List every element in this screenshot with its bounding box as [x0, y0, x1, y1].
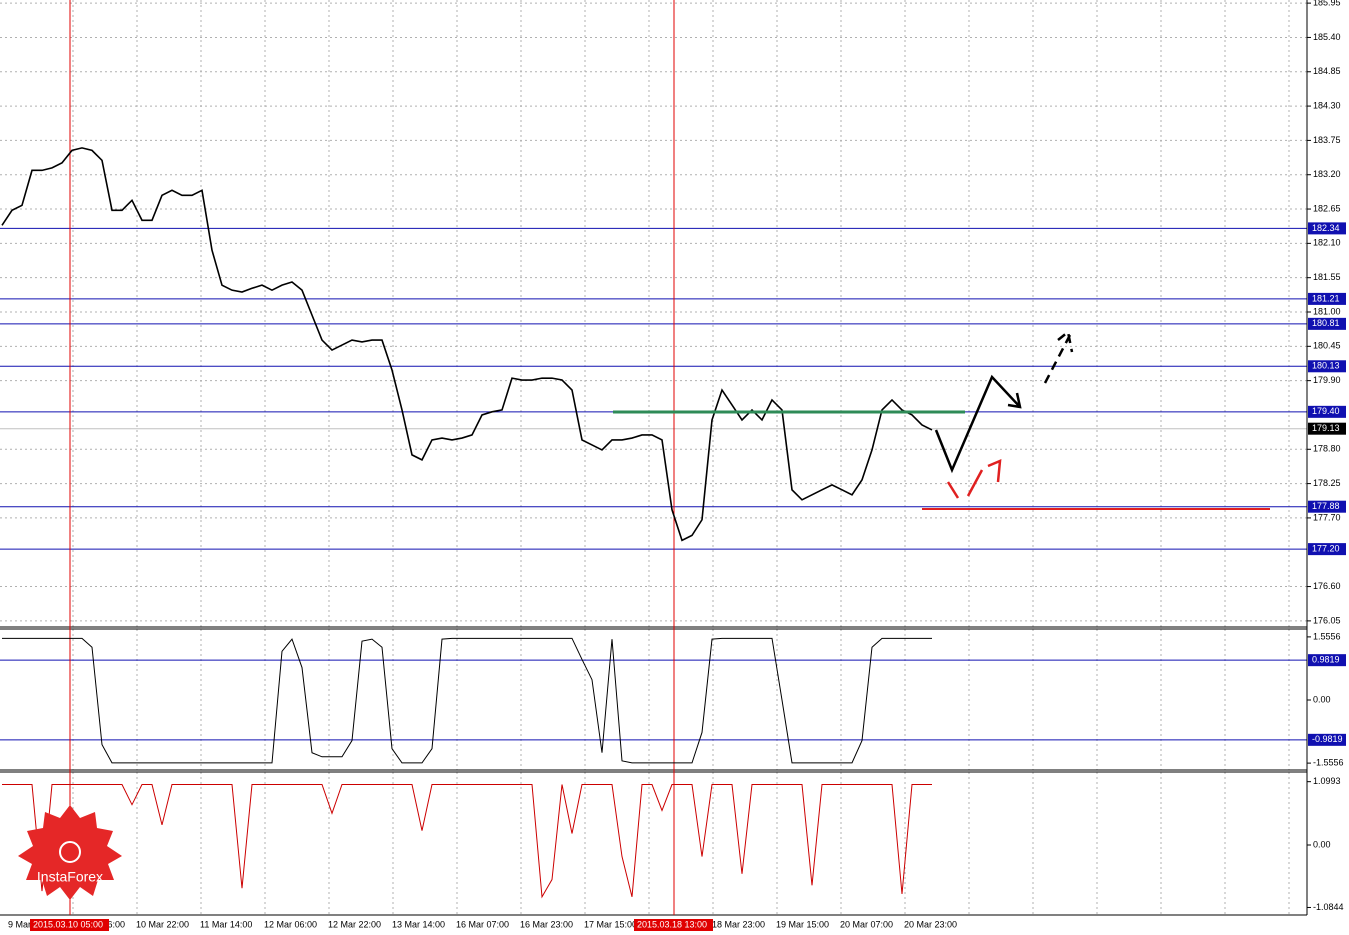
series-line — [2, 784, 932, 899]
x-tick-label: 10 Mar 22:00 — [136, 919, 189, 929]
y-tick-label: 183.20 — [1313, 169, 1341, 179]
marker-label-box — [634, 919, 713, 931]
level-label-box — [1308, 733, 1346, 746]
current-price-label: 179.13 — [1312, 423, 1340, 433]
forecast-arrow — [934, 374, 1022, 474]
level-label: 179.40 — [1312, 406, 1340, 416]
level-label: -0.9819 — [1312, 734, 1343, 744]
y-tick-label: 181.55 — [1313, 272, 1341, 282]
level-label-box — [1308, 405, 1346, 418]
x-tick-label: 16 Mar 23:00 — [520, 919, 573, 929]
y-tick-label: -1.5556 — [1313, 757, 1344, 767]
level-label-box — [1308, 222, 1346, 235]
level-label: 0.9819 — [1312, 655, 1340, 665]
y-tick-label: 176.05 — [1313, 615, 1341, 625]
level-label: 180.81 — [1312, 318, 1340, 328]
x-tick-label: 13 Mar 14:00 — [392, 919, 445, 929]
y-tick-label: 182.10 — [1313, 238, 1341, 248]
level-label: 177.20 — [1312, 543, 1340, 553]
y-tick-label: 176.60 — [1313, 581, 1341, 591]
y-tick-label: 184.30 — [1313, 100, 1341, 110]
x-tick-label: 16 Mar 07:00 — [456, 919, 509, 929]
level-label: 181.21 — [1312, 293, 1340, 303]
marker-label: 2015.03.10 05:00 — [33, 919, 103, 929]
series-line — [1, 147, 933, 542]
level-label: 177.88 — [1312, 501, 1340, 511]
y-tick-label: 177.70 — [1313, 512, 1341, 522]
x-tick-label: 19 Mar 15:00 — [776, 919, 829, 929]
y-tick-label: 183.75 — [1313, 135, 1341, 145]
marker-label-box — [30, 919, 109, 931]
level-label-box — [1308, 317, 1346, 330]
y-tick-label: 180.45 — [1313, 341, 1341, 351]
y-tick-label: 179.90 — [1313, 375, 1341, 385]
y-tick-label: 1.0993 — [1313, 776, 1341, 786]
y-tick-label: 178.25 — [1313, 478, 1341, 488]
level-label-box — [1308, 292, 1346, 305]
logo-badge — [18, 805, 122, 900]
logo: InstaForex — [18, 805, 122, 900]
y-tick-label: 185.40 — [1313, 32, 1341, 42]
x-tick-label: 12 Mar 22:00 — [328, 919, 381, 929]
x-tick-label: 20 Mar 07:00 — [840, 919, 893, 929]
level-label-box — [1308, 654, 1346, 667]
level-label-box — [1308, 500, 1346, 513]
logo-text: InstaForex — [37, 869, 103, 885]
logo-icon — [59, 841, 81, 863]
y-tick-label: 0.00 — [1313, 694, 1331, 704]
y-tick-label: 181.00 — [1313, 306, 1341, 316]
level-label-box — [1308, 543, 1346, 556]
x-tick-label: 18 Mar 23:00 — [712, 919, 765, 929]
current-price-box — [1308, 422, 1346, 435]
alt-forecast-arrow — [946, 459, 1002, 499]
plot — [1, 147, 933, 899]
x-tick-label: 17 Mar 15:00 — [584, 919, 637, 929]
y-tick-label: 178.80 — [1313, 444, 1341, 454]
x-tick-label: 20 Mar 23:00 — [904, 919, 957, 929]
grid — [0, 0, 1307, 915]
forecast-arrow-dashed — [1043, 329, 1074, 384]
marker-label: 2015.03.18 13:00 — [637, 919, 707, 929]
x-tick-label: 12 Mar 06:00 — [264, 919, 317, 929]
series-line — [2, 637, 932, 764]
y-tick-label: 184.85 — [1313, 66, 1341, 76]
x-tick-label: 11 Mar 14:00 — [200, 919, 252, 929]
level-label-box — [1308, 360, 1346, 373]
level-label: 182.34 — [1312, 223, 1340, 233]
y-tick-label: 0.00 — [1313, 839, 1331, 849]
x-tick-label: 9 Mar — [8, 919, 31, 929]
level-label: 180.13 — [1312, 361, 1340, 371]
y-tick-label: 1.5556 — [1313, 631, 1341, 641]
y-tick-label: 185.95 — [1313, 0, 1341, 7]
y-tick-label: -1.0844 — [1313, 902, 1344, 912]
y-tick-label: 182.65 — [1313, 203, 1341, 213]
